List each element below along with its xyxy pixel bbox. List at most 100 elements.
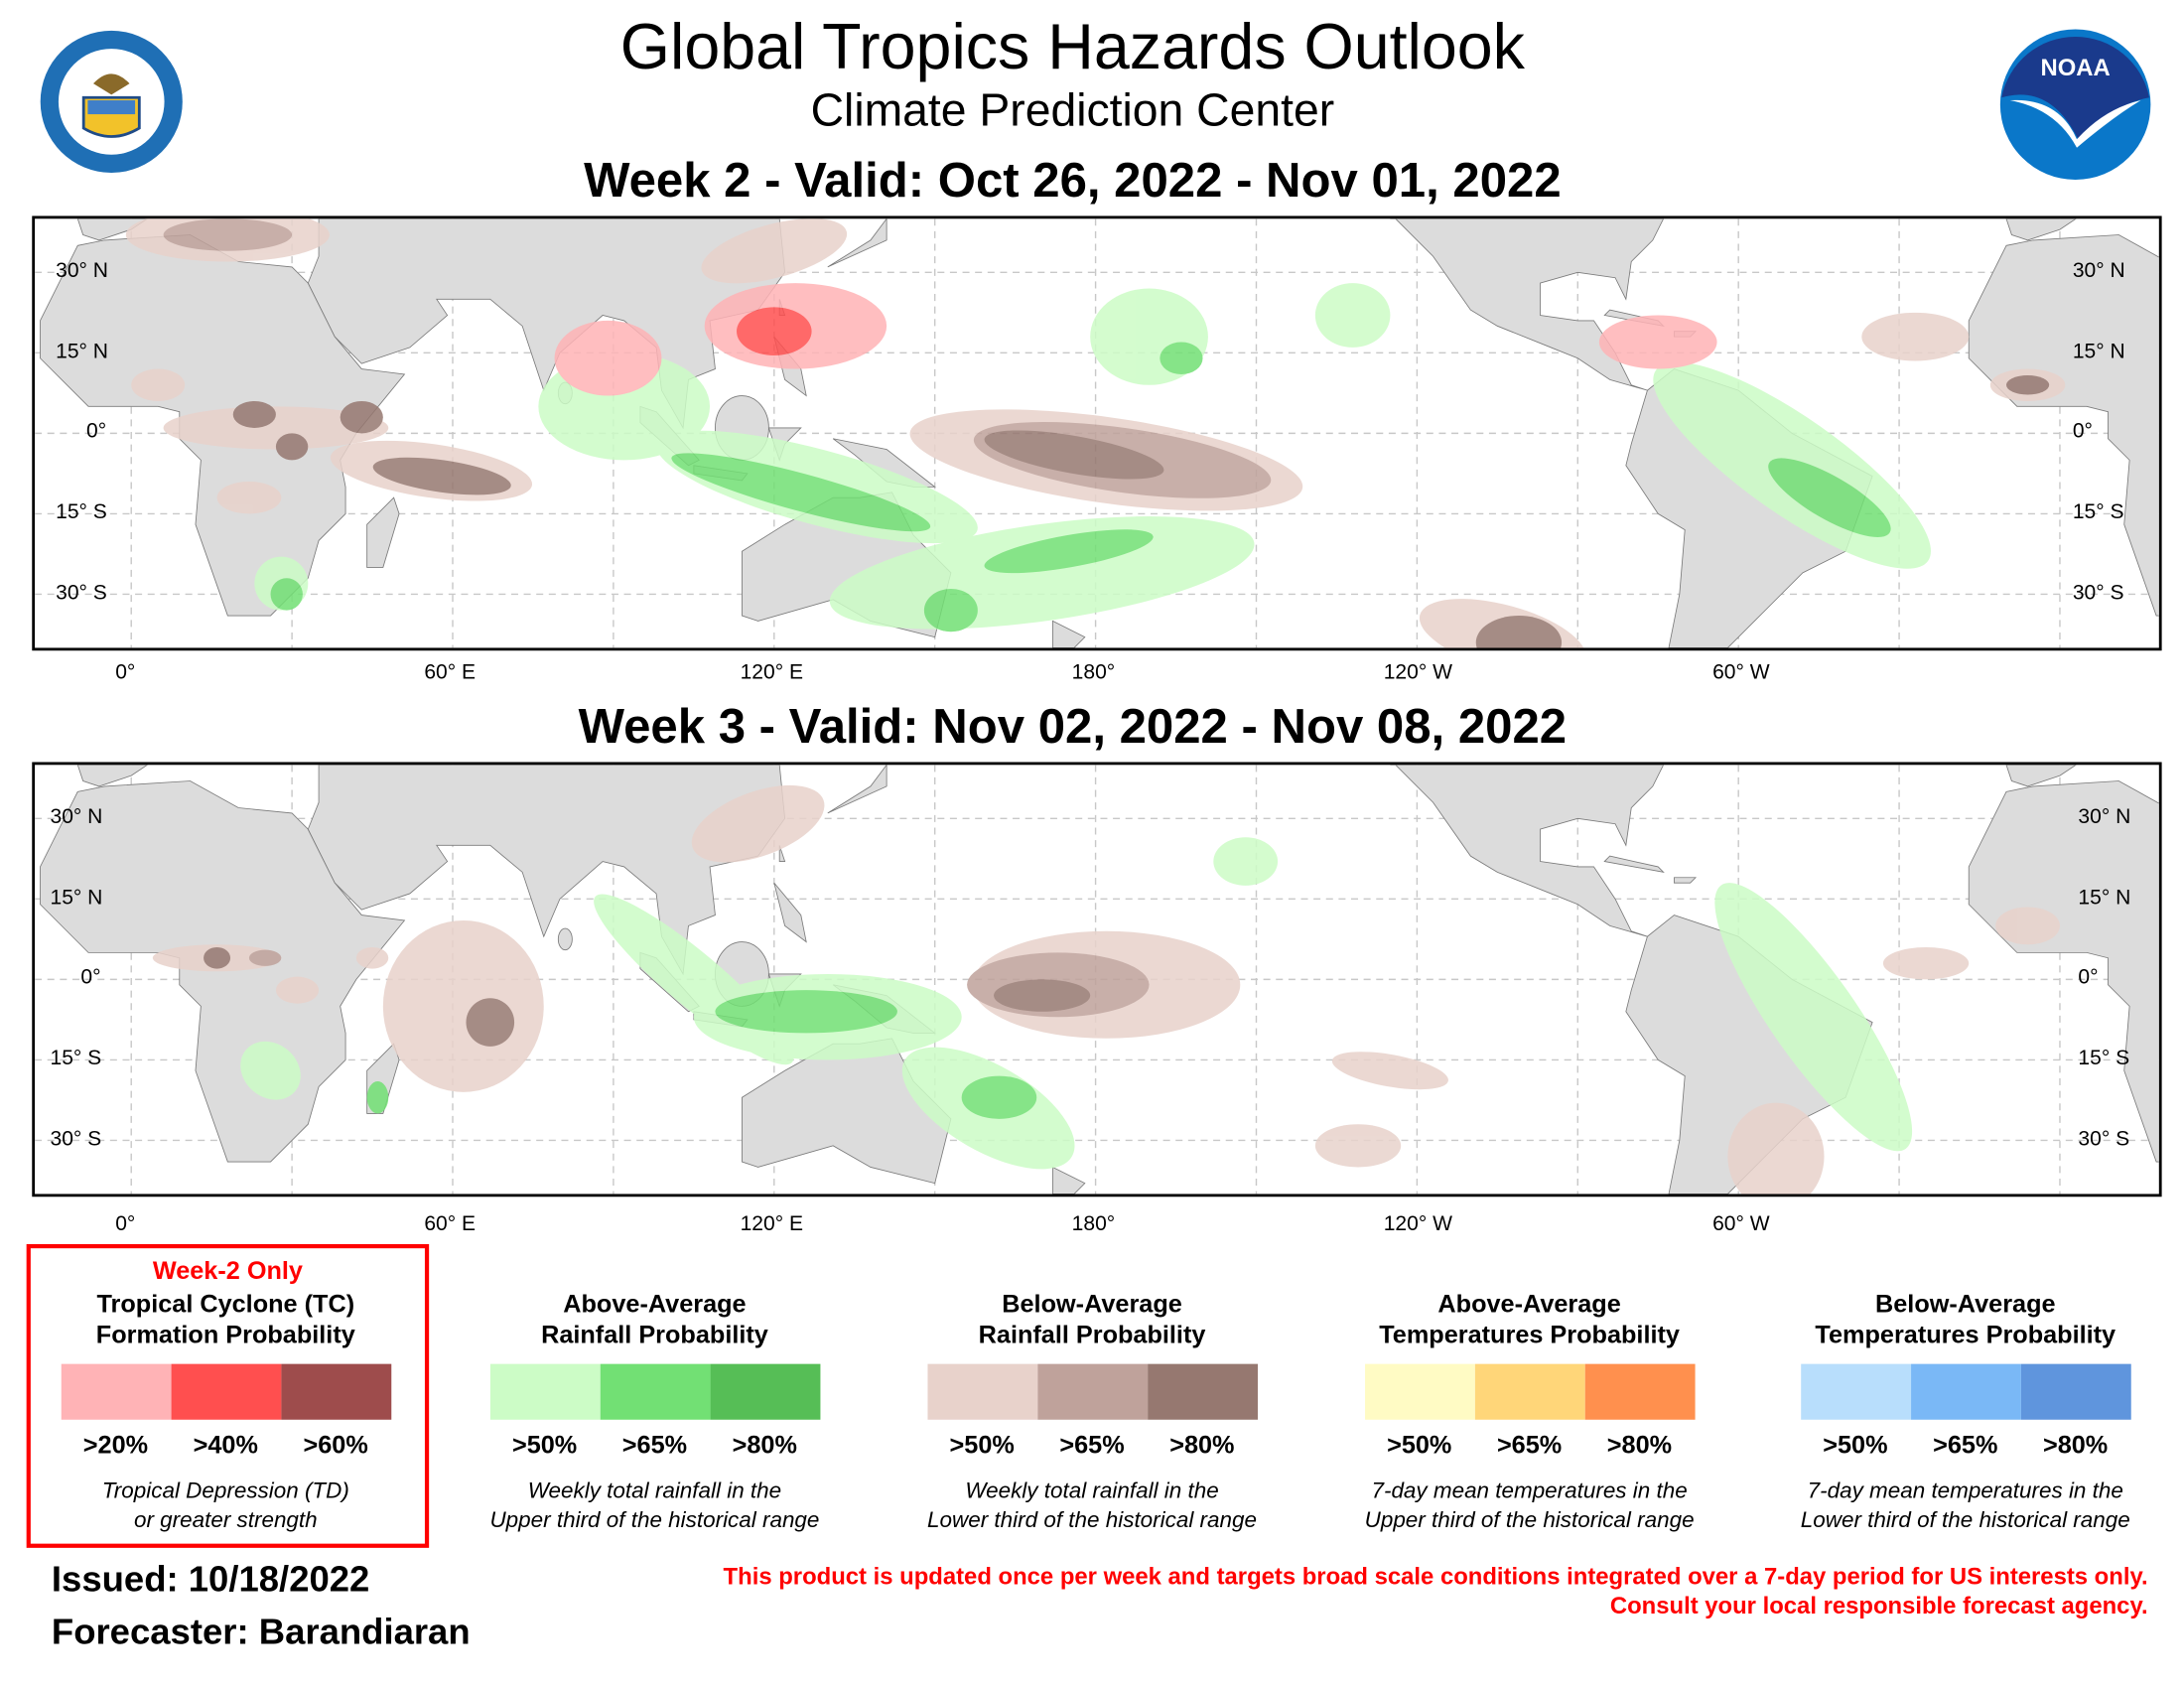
- legend-desc: Lower third of the historical range: [927, 1508, 1257, 1533]
- legend-swatch: [280, 1363, 391, 1420]
- lat-label: 30° S: [56, 581, 107, 605]
- legend-title: Above-Average: [1437, 1290, 1621, 1319]
- week2-map: [32, 215, 2162, 651]
- legend-swatch: [170, 1363, 281, 1420]
- below-rain-area: [1995, 907, 2060, 945]
- lon-label: 0°: [115, 1211, 136, 1236]
- lon-label: 60° E: [424, 660, 477, 684]
- below-rain-area: [163, 218, 293, 251]
- lat-label: 30° N: [50, 804, 103, 829]
- legend-title: Below-Average: [1875, 1290, 2056, 1319]
- forecaster-name: Forecaster: Barandiaran: [51, 1610, 471, 1653]
- lon-label: 0°: [115, 660, 136, 684]
- legend-desc: Tropical Depression (TD): [101, 1479, 349, 1503]
- noaa-logo: NOAA: [1999, 29, 2151, 180]
- above-rain-area: [923, 589, 978, 633]
- tc-legend-box: [26, 1243, 430, 1548]
- below-rain-area: [994, 979, 1091, 1012]
- above-rain-area: [270, 578, 303, 611]
- legend-level: >65%: [1933, 1430, 1998, 1460]
- lat-label: 30° S: [2078, 1127, 2130, 1151]
- below-rain-area: [1331, 1052, 1448, 1090]
- lat-label: 15° N: [2072, 340, 2125, 364]
- legend-level: >80%: [1606, 1430, 1673, 1460]
- tc-formation-area: [554, 320, 662, 396]
- legend-swatch: [1036, 1363, 1148, 1420]
- lat-label: 0°: [80, 965, 101, 990]
- legend-desc: Upper third of the historical range: [489, 1508, 820, 1533]
- legend-level: >80%: [732, 1430, 797, 1460]
- lon-label: 60° E: [424, 1211, 477, 1236]
- lat-label: 30° N: [56, 258, 109, 283]
- legend-title: Formation Probability: [95, 1321, 355, 1349]
- legend-level: >80%: [2042, 1430, 2109, 1460]
- below-rain-area: [382, 919, 544, 1092]
- legend-above-temperature: Above-Average Temperatures Probability >…: [1320, 1289, 1738, 1535]
- lat-label: 15° N: [2078, 886, 2131, 911]
- legend-level: >65%: [1496, 1430, 1563, 1460]
- legend-level: >50%: [949, 1430, 1015, 1460]
- below-rain-area: [275, 976, 320, 1004]
- disclaimer-line-2: Consult your local responsible forecast …: [1609, 1592, 2148, 1619]
- tc-formation-area: [1598, 315, 1717, 369]
- legend-desc: 7-day mean temperatures in the: [1807, 1479, 2123, 1503]
- legend-title: Below-Average: [1002, 1290, 1182, 1319]
- lat-label: 0°: [2078, 965, 2099, 990]
- below-rain-area: [2006, 375, 2050, 395]
- below-rain-area: [204, 946, 231, 969]
- legend-level: >50%: [511, 1430, 578, 1460]
- below-rain-area: [248, 949, 282, 966]
- legend-below-temperature: Below-Average Temperatures Probability >…: [1756, 1289, 2174, 1535]
- legend-swatch: [1364, 1363, 1475, 1420]
- below-rain-area: [163, 406, 389, 450]
- legend-swatch: [1147, 1363, 1258, 1420]
- lat-label: 30° S: [50, 1127, 102, 1151]
- legend-desc: or greater strength: [133, 1508, 318, 1533]
- lat-label: 30° N: [2072, 258, 2125, 283]
- below-rain-area: [131, 368, 186, 401]
- lat-label: 30° S: [2072, 581, 2124, 605]
- legend-level: >65%: [1059, 1430, 1125, 1460]
- lon-label: 120° E: [740, 660, 804, 684]
- above-rain-area: [1768, 458, 1891, 537]
- above-rain-area: [1714, 883, 1913, 1152]
- legend-tc-formation: Tropical Cyclone (TC) Formation Probabil…: [17, 1289, 435, 1535]
- lon-label: 60° W: [1712, 660, 1770, 684]
- below-rain-area: [691, 784, 825, 863]
- lon-label: 180°: [1071, 1211, 1116, 1236]
- below-rain-area: [355, 946, 389, 969]
- legend-desc: Weekly total rainfall in the: [527, 1479, 782, 1503]
- above-rain-area: [1213, 837, 1279, 886]
- below-rain-area: [1475, 616, 1563, 648]
- legend-swatch: [600, 1363, 710, 1420]
- below-rain-area: [466, 998, 515, 1047]
- lon-label: 120° W: [1383, 1211, 1452, 1236]
- legend-swatch: [1910, 1363, 2021, 1420]
- above-rain-area: [366, 1081, 389, 1114]
- legend-swatch: [926, 1363, 1037, 1420]
- legend-desc: Upper third of the historical range: [1364, 1508, 1695, 1533]
- lat-label: 0°: [85, 419, 107, 444]
- below-rain-area: [1727, 1102, 1825, 1195]
- lat-label: 0°: [2072, 419, 2093, 444]
- week2-hazard-areas: [125, 218, 2066, 648]
- legend-level: >80%: [1169, 1430, 1235, 1460]
- page-subtitle: Climate Prediction Center: [810, 83, 1335, 136]
- week2-title: Week 2 - Valid: Oct 26, 2022 - Nov 01, 2…: [584, 153, 1562, 209]
- lat-label: 15° N: [56, 340, 109, 364]
- above-rain-area: [671, 453, 931, 532]
- lat-label: 15° S: [2078, 1046, 2130, 1070]
- below-rain-area: [216, 481, 282, 514]
- week2-only-note: Week-2 Only: [152, 1256, 303, 1285]
- legend-level: >65%: [621, 1430, 688, 1460]
- week3-title: Week 3 - Valid: Nov 02, 2022 - Nov 08, 2…: [578, 699, 1568, 755]
- legend-level: >50%: [1387, 1430, 1452, 1460]
- legend-below-rainfall: Below-Average Rainfall Probability >50% >…: [884, 1289, 1301, 1535]
- week3-hazard-areas: [152, 784, 2060, 1195]
- above-rain-area: [1160, 342, 1203, 374]
- legend-swatch: [1800, 1363, 1911, 1420]
- below-rain-area: [232, 400, 276, 428]
- legend-swatch: [61, 1363, 171, 1420]
- legend-title: Temperatures Probability: [1815, 1321, 2116, 1349]
- legend-swatch: [709, 1363, 820, 1420]
